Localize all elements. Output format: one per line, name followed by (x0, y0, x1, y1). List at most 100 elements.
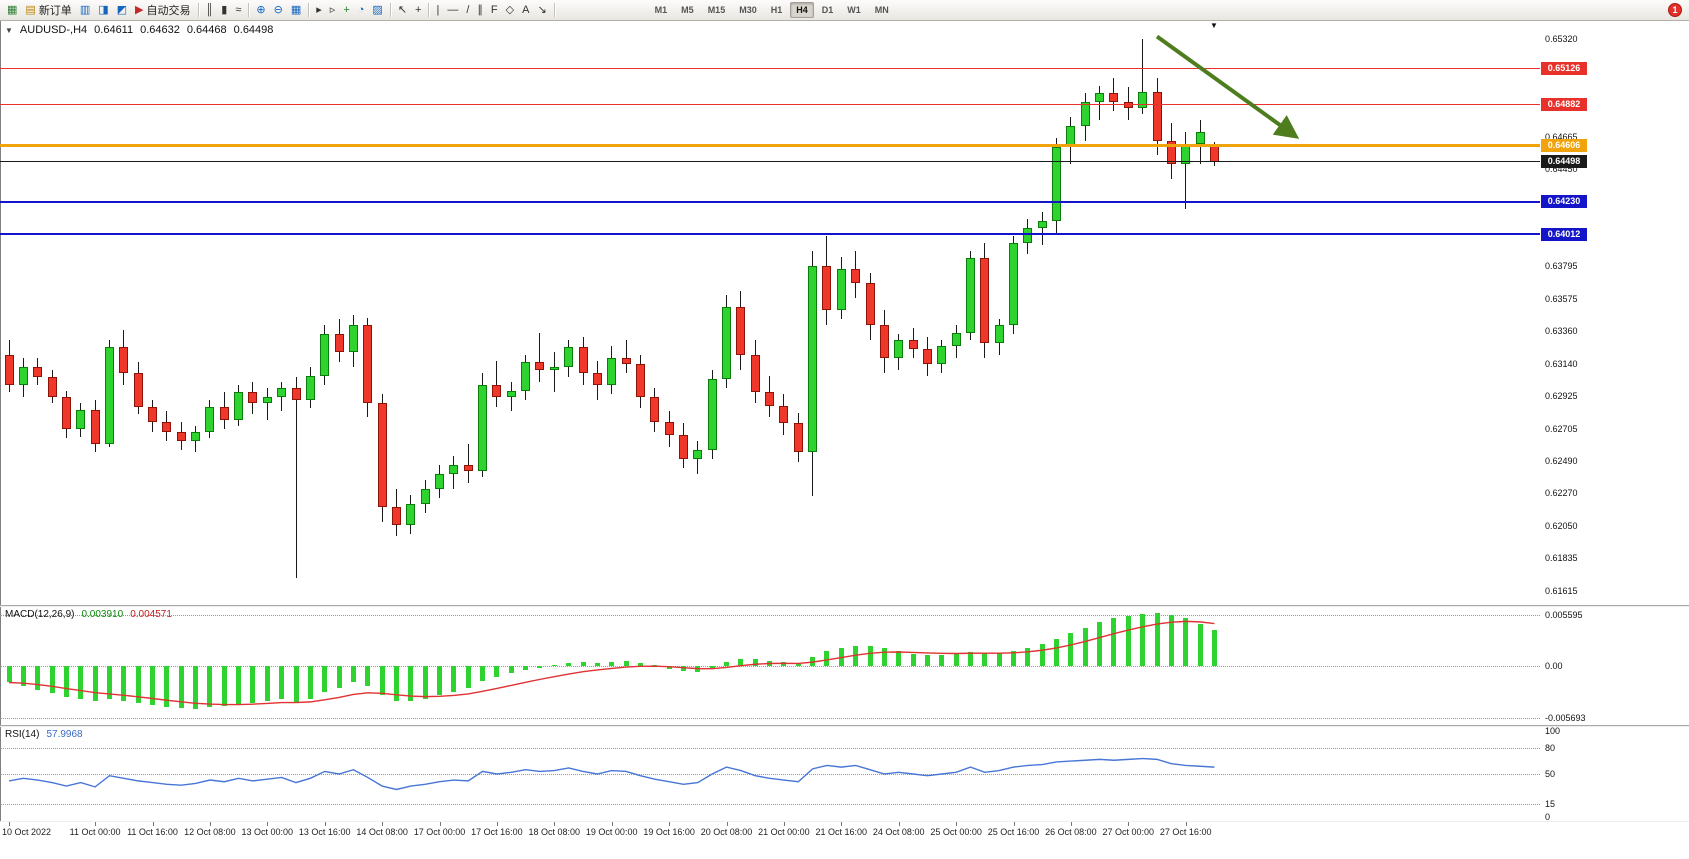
macd-histogram-bar (293, 666, 299, 703)
tile-windows-button[interactable]: ▦ (287, 2, 305, 19)
periods-button[interactable]: ◔ (354, 2, 369, 19)
price-level-line[interactable] (0, 161, 1540, 163)
macd-histogram-bar (738, 658, 744, 666)
candlestick-bearish (908, 340, 918, 349)
macd-histogram-bar (49, 666, 55, 694)
candlestick-bullish (607, 357, 617, 385)
price-level-line[interactable] (0, 144, 1540, 148)
price-level-line[interactable] (0, 233, 1540, 236)
toolbar: 1 ▦ ▤ 新订单 ▥ ◨ ◩ ▶ 自动交易 ║ ▮ ≈ ⊕ ⊖ ▦ ▸ ▹ + ◔ ▨ ↖ + | — / ∥ F ◇ A ↘ M1 M5… (0, 0, 1689, 21)
macd-histogram-bar (121, 666, 127, 701)
timeframe-m5-button[interactable]: M5 (681, 5, 694, 15)
panel-separator[interactable] (0, 605, 1689, 607)
timeframe-h1-button[interactable]: H1 (770, 5, 783, 15)
zoom-in-button[interactable]: ⊕ (252, 2, 269, 19)
candle-wick (539, 332, 541, 382)
time-axis-label: 11 Oct 16:00 (127, 827, 178, 837)
macd-histogram-bar (350, 666, 356, 683)
macd-histogram-bar (135, 666, 141, 703)
candle-wick (625, 340, 627, 373)
candlestick-bearish (736, 307, 746, 355)
timeframe-d1-button[interactable]: D1 (821, 5, 834, 15)
vertical-line-tool-button[interactable]: | (432, 2, 443, 19)
indicators-button[interactable]: + (339, 2, 353, 19)
macd-histogram-bar (1011, 651, 1016, 666)
price-level-line[interactable] (0, 200, 1540, 203)
candlestick-bearish (334, 334, 344, 352)
timeframe-mn-button[interactable]: MN (874, 5, 889, 15)
time-axis-label: 19 Oct 00:00 (585, 827, 638, 837)
trend-arrow[interactable] (1155, 34, 1300, 139)
candlestick-bullish (1195, 131, 1205, 144)
trend-arrow-layer (1155, 34, 1300, 139)
time-axis-tick (382, 822, 384, 826)
candlestick-bearish (578, 347, 588, 373)
price-level-line[interactable] (0, 104, 1540, 106)
shapes-tool-button[interactable]: ◇ (502, 2, 518, 19)
candlestick-bullish (894, 340, 904, 358)
candlestick-mode-button[interactable]: ▮ (217, 2, 231, 19)
macd-histogram-bar (896, 651, 902, 666)
candlestick-bullish (707, 378, 717, 451)
macd-main-value: 0.003910 (81, 609, 124, 620)
fibonacci-tool-button[interactable]: F (487, 2, 502, 19)
macd-histogram-bar (1068, 633, 1074, 666)
trendline-tool-button[interactable]: / (462, 2, 473, 19)
timeframe-m30-button[interactable]: M30 (739, 5, 757, 15)
arrows-tool-button[interactable]: ↘ (533, 2, 550, 19)
macd-histogram-bar (264, 666, 270, 701)
bar-chart-mode-button[interactable]: ║ (202, 2, 218, 19)
candlestick-bullish (564, 347, 574, 367)
candlestick-bullish (965, 258, 975, 333)
macd-histogram-bar (1183, 618, 1189, 666)
candlestick-bullish (1037, 220, 1047, 229)
data-window-button[interactable]: ◩ (113, 2, 131, 19)
price-level-line[interactable] (0, 67, 1540, 69)
channel-tool-button[interactable]: ∥ (473, 2, 487, 19)
autotrading-button[interactable]: ▶ 自动交易 (131, 2, 194, 19)
chart-profiles-button[interactable]: ▥ (76, 2, 94, 19)
candle-wick (295, 377, 297, 579)
cursor-button[interactable]: ↖ (394, 2, 411, 19)
macd-histogram-bar (92, 666, 98, 701)
crosshair-button[interactable]: + (411, 2, 425, 19)
timeframe-m1-button[interactable]: M1 (654, 5, 668, 15)
templates-button[interactable]: ▨ (368, 2, 386, 19)
price-level-badge: 0.64230 (1541, 195, 1587, 209)
macd-histogram-bar (580, 662, 586, 666)
channel-tool-icon: ∥ (477, 3, 483, 16)
market-watch-button[interactable]: ◨ (94, 2, 112, 19)
macd-histogram-bar (680, 666, 686, 672)
timeframe-h4-button[interactable]: H4 (790, 2, 814, 18)
line-chart-mode-button[interactable]: ≈ (231, 2, 245, 19)
panel-separator[interactable] (0, 725, 1689, 727)
candlestick-bullish (104, 347, 114, 445)
macd-histogram-bar (365, 666, 371, 687)
price-axis-tick: 0.62705 (1545, 423, 1578, 434)
macd-histogram-bar (508, 666, 514, 674)
macd-histogram-bar (336, 666, 342, 688)
zoom-out-button[interactable]: ⊖ (270, 2, 287, 19)
time-axis-label: 26 Oct 08:00 (1045, 827, 1097, 837)
candlestick-bullish (1052, 146, 1062, 221)
timeframe-w1-button[interactable]: W1 (847, 5, 861, 15)
price-level-badge: 0.64606 (1541, 139, 1587, 153)
auto-scroll-button[interactable]: ▸ (312, 2, 326, 19)
new-chart-button[interactable]: ▦ (3, 2, 21, 19)
new-order-button[interactable]: ▤ 新订单 (21, 2, 75, 19)
chart-shift-button[interactable]: ▹ (326, 2, 340, 19)
one-click-trading-expander-icon[interactable]: ▼ (5, 25, 13, 35)
notification-badge[interactable]: 1 (1668, 3, 1682, 17)
candlestick-bullish (1095, 92, 1105, 102)
horizontal-line-tool-button[interactable]: — (443, 2, 462, 19)
autotrading-icon: ▶ (135, 3, 144, 16)
macd-histogram-bar (838, 647, 844, 666)
candlestick-bullish (406, 503, 416, 525)
macd-histogram-bar (609, 662, 615, 666)
macd-histogram-bar (1111, 618, 1117, 666)
candlestick-bullish (836, 268, 846, 311)
chart-shift-marker[interactable]: ▼ (1210, 21, 1218, 30)
macd-histogram-bar (6, 666, 12, 683)
timeframe-m15-button[interactable]: M15 (707, 5, 726, 15)
text-tool-button[interactable]: A (518, 2, 533, 19)
